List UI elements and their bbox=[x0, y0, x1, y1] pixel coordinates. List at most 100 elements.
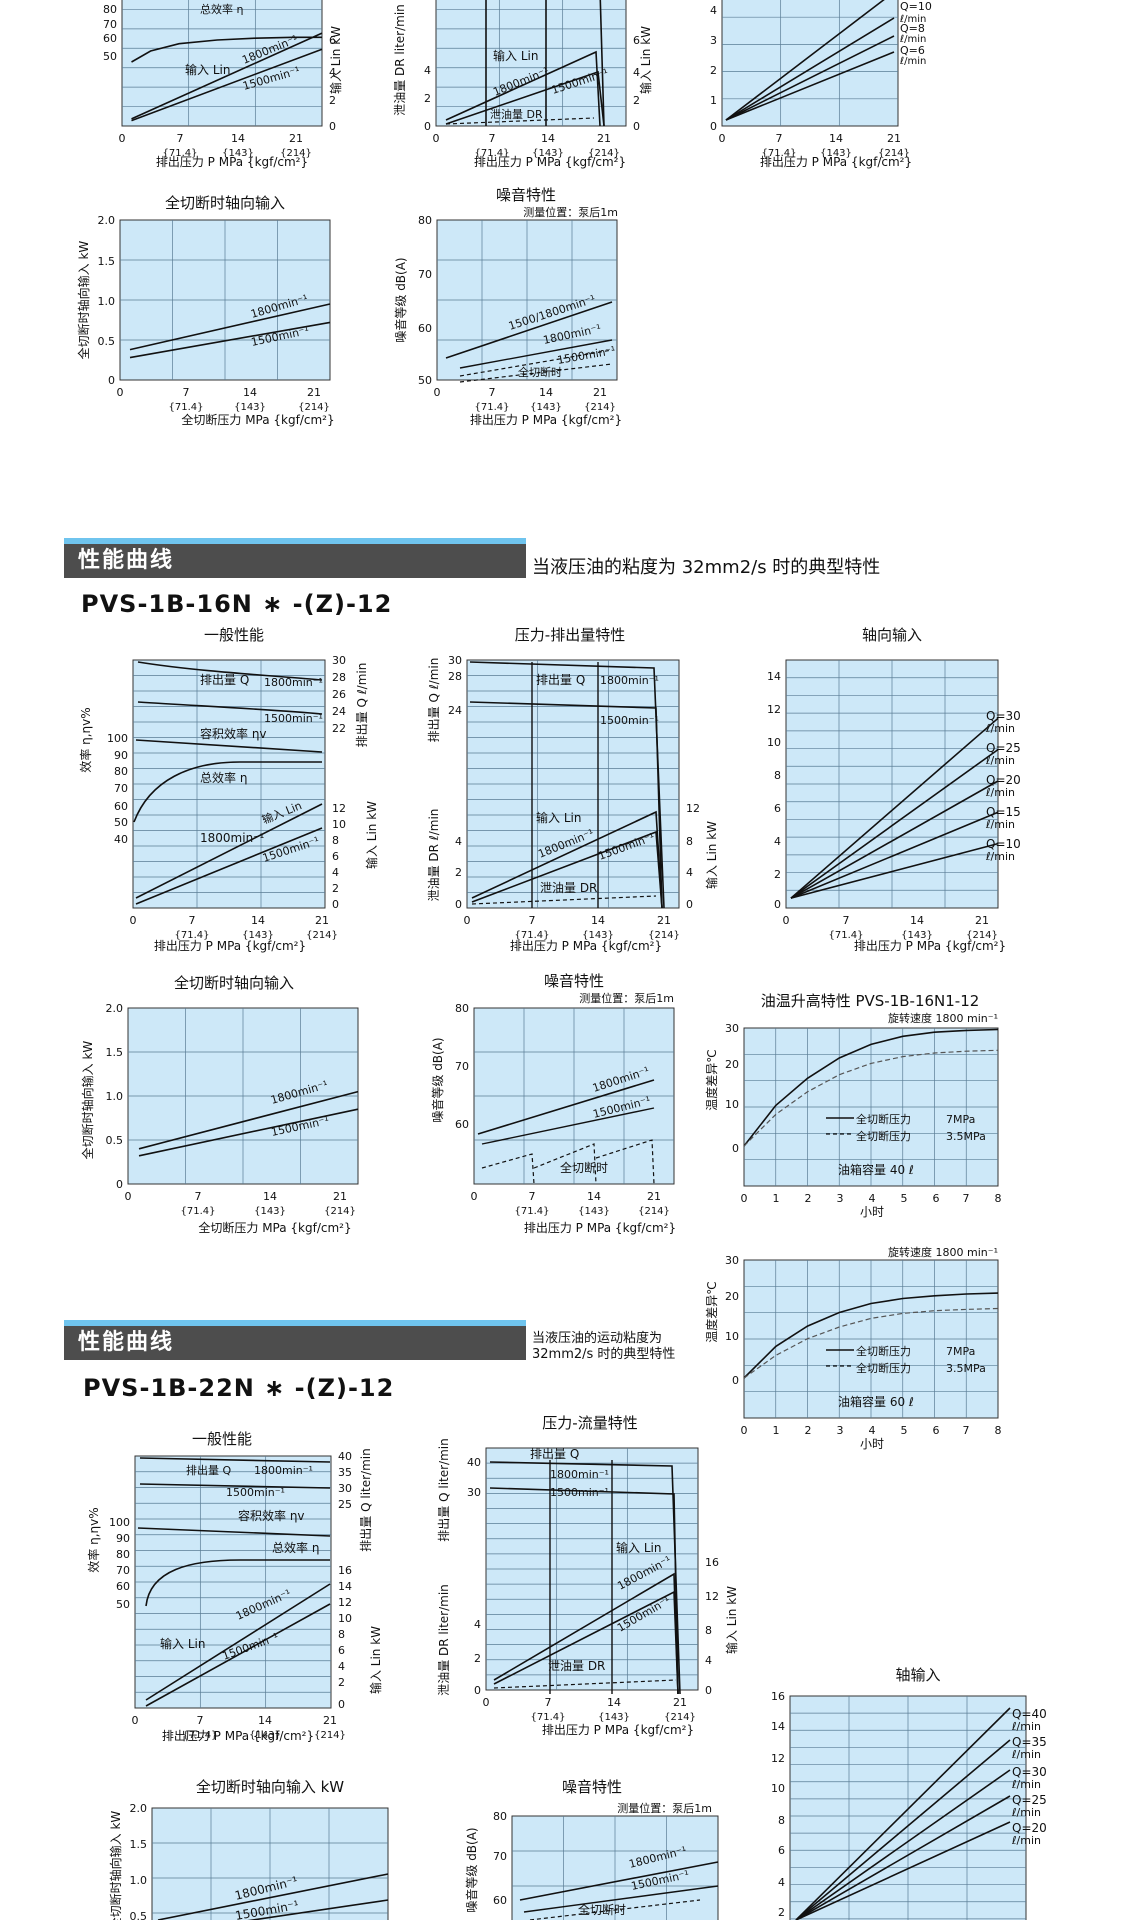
x-tick-label: 21 bbox=[315, 914, 329, 927]
y-tick-label: 50 bbox=[114, 816, 128, 829]
y-tick-label: 1.5 bbox=[98, 255, 116, 268]
y-tick-label: 30 bbox=[467, 1486, 481, 1499]
y-axis-label: 效率 η,ηv% bbox=[86, 1507, 101, 1572]
x-axis-label: 小时 bbox=[860, 1437, 884, 1451]
y-tick-label: 90 bbox=[116, 1532, 130, 1545]
x-tick-label: 7 bbox=[489, 132, 496, 145]
section-title: 性能曲线 bbox=[64, 1326, 526, 1360]
chart-title: 一般性能 bbox=[204, 626, 264, 644]
chart-title: 压力-流量特性 bbox=[542, 1414, 637, 1432]
y-tick-label-right: 4 bbox=[338, 1660, 345, 1673]
curve-line bbox=[725, 0, 885, 121]
section-note: 当液压油的运动粘度为 32mm2/s 时的典型特性 bbox=[532, 1331, 676, 1362]
y-tick-label-right: 6 bbox=[633, 34, 640, 47]
x-tick-label: 21 bbox=[657, 914, 671, 927]
curve-label: 泄油量 DR bbox=[548, 1659, 605, 1673]
x-tick-sublabel: {214} bbox=[306, 930, 338, 941]
y-tick-label: 20 bbox=[725, 1290, 739, 1303]
x-tick-label: 7 bbox=[489, 386, 496, 399]
x-tick-label: 7 bbox=[189, 914, 196, 927]
curve-label: ℓ/min bbox=[900, 34, 926, 45]
y-tick-label-right: 0 bbox=[332, 898, 339, 911]
x-tick-sublabel: {71.4} bbox=[183, 1730, 218, 1741]
x-tick-sublabel: {214} bbox=[664, 1712, 696, 1723]
series-line bbox=[131, 36, 322, 63]
y-axis-label-right-top: 排出量 Q liter/min bbox=[359, 1448, 373, 1551]
model-code: PVS-1B-16N ∗ -(Z)-12 bbox=[81, 590, 393, 618]
curve-label: 排出量 Q bbox=[530, 1447, 579, 1461]
y-tick-label-right: 16 bbox=[338, 1564, 352, 1577]
x-tick-sublabel: {71.4} bbox=[175, 930, 210, 941]
y-tick-label-right: 8 bbox=[705, 1624, 712, 1637]
y-tick-label: 80 bbox=[493, 1810, 507, 1823]
x-tick-label: 5 bbox=[901, 1192, 908, 1205]
curve-label: Q=20 bbox=[1012, 1821, 1047, 1835]
y-axis-label-right: 输入 Lin kW bbox=[328, 26, 343, 94]
y-tick-label-right: 16 bbox=[705, 1556, 719, 1569]
x-tick-sublabel: {143} bbox=[530, 402, 562, 413]
chart-s1-general: 一般性能 100 90 80 70 60 50 40 30 28 26 24 22 12 10 8 6 4 2 0 0 7… bbox=[78, 626, 379, 953]
curve-label: Q=25 bbox=[986, 741, 1021, 755]
chart-title: 轴向输入 bbox=[862, 626, 922, 644]
y-tick-label: 40 bbox=[467, 1456, 481, 1469]
curve-line bbox=[157, 1873, 389, 1920]
y-tick-label: 0 bbox=[774, 898, 781, 911]
curve-label: Q=15 bbox=[986, 805, 1021, 819]
curve-line bbox=[599, 0, 605, 127]
x-tick-label: 14 bbox=[587, 1190, 601, 1203]
curve-line bbox=[725, 17, 895, 121]
curve-line bbox=[445, 50, 601, 127]
curve-label: 7MPa bbox=[946, 1345, 975, 1358]
curve-line bbox=[795, 1769, 1011, 1920]
curve-line bbox=[135, 739, 323, 753]
chart-note: 旋转速度 1800 min⁻¹ bbox=[888, 1245, 998, 1259]
y-tick-label: 90 bbox=[114, 749, 128, 762]
y-tick-label: 0 bbox=[474, 1684, 481, 1697]
y-tick-label: 50 bbox=[103, 50, 117, 63]
x-tick-label: 21 bbox=[593, 386, 607, 399]
curve-line bbox=[519, 1861, 719, 1901]
y-tick-label: 14 bbox=[767, 670, 781, 683]
curve-label: 泄油量 DR bbox=[540, 881, 597, 895]
curve-label: 排出量 Q bbox=[536, 673, 585, 687]
y-tick-label: 0.5 bbox=[98, 335, 116, 348]
x-tick-sublabel: {71.4} bbox=[515, 1206, 550, 1217]
x-tick-sublabel: {214} bbox=[324, 1206, 356, 1217]
curve-label: ℓ/min bbox=[985, 850, 1015, 863]
x-tick-label: 0 bbox=[434, 386, 441, 399]
y-tick-label: 24 bbox=[448, 704, 462, 717]
x-tick-label: 7 bbox=[545, 1696, 552, 1709]
x-axis-label: 排出压力 P MPa {kgf/cm²} bbox=[162, 1729, 314, 1743]
curve-line bbox=[135, 803, 323, 899]
curve-line bbox=[459, 363, 613, 383]
curve-line bbox=[445, 70, 605, 127]
x-tick-label: 14 bbox=[243, 386, 257, 399]
y-tick-label-right: 2 bbox=[332, 882, 339, 895]
x-tick-label: 2 bbox=[805, 1424, 812, 1437]
x-tick-label: 2 bbox=[805, 1192, 812, 1205]
curve-line bbox=[145, 1559, 330, 1607]
y-tick-label-right: 24 bbox=[332, 705, 346, 718]
x-tick-sublabel: {143} bbox=[242, 930, 274, 941]
y-tick-label-right: 14 bbox=[338, 1580, 352, 1593]
y-tick-label: 4 bbox=[474, 1618, 481, 1631]
y-tick-label-right: 2 bbox=[329, 94, 336, 107]
y-tick-label: 4 bbox=[710, 4, 717, 17]
y-tick-label: 80 bbox=[116, 1548, 130, 1561]
x-tick-label: 0 bbox=[783, 914, 790, 927]
x-tick-label: 21 bbox=[323, 1714, 337, 1727]
x-tick-label: 4 bbox=[869, 1424, 876, 1437]
series-line bbox=[131, 32, 323, 120]
curve-label: Q=10 bbox=[986, 837, 1021, 851]
y-tick-label: 0.5 bbox=[130, 1910, 148, 1920]
y-tick-label: 2 bbox=[424, 92, 431, 105]
y-axis-label: 泄油量 DR ℓ/min bbox=[427, 809, 441, 902]
y-tick-label: 10 bbox=[767, 736, 781, 749]
curve-line bbox=[493, 1590, 679, 1695]
y-axis-label-right: 输入 Lin kW bbox=[704, 821, 719, 889]
curve-line bbox=[445, 117, 595, 125]
curve-label: 3.5MPa bbox=[946, 1362, 986, 1375]
y-tick-label: 16 bbox=[771, 1690, 785, 1703]
y-tick-label: 8 bbox=[774, 769, 781, 782]
